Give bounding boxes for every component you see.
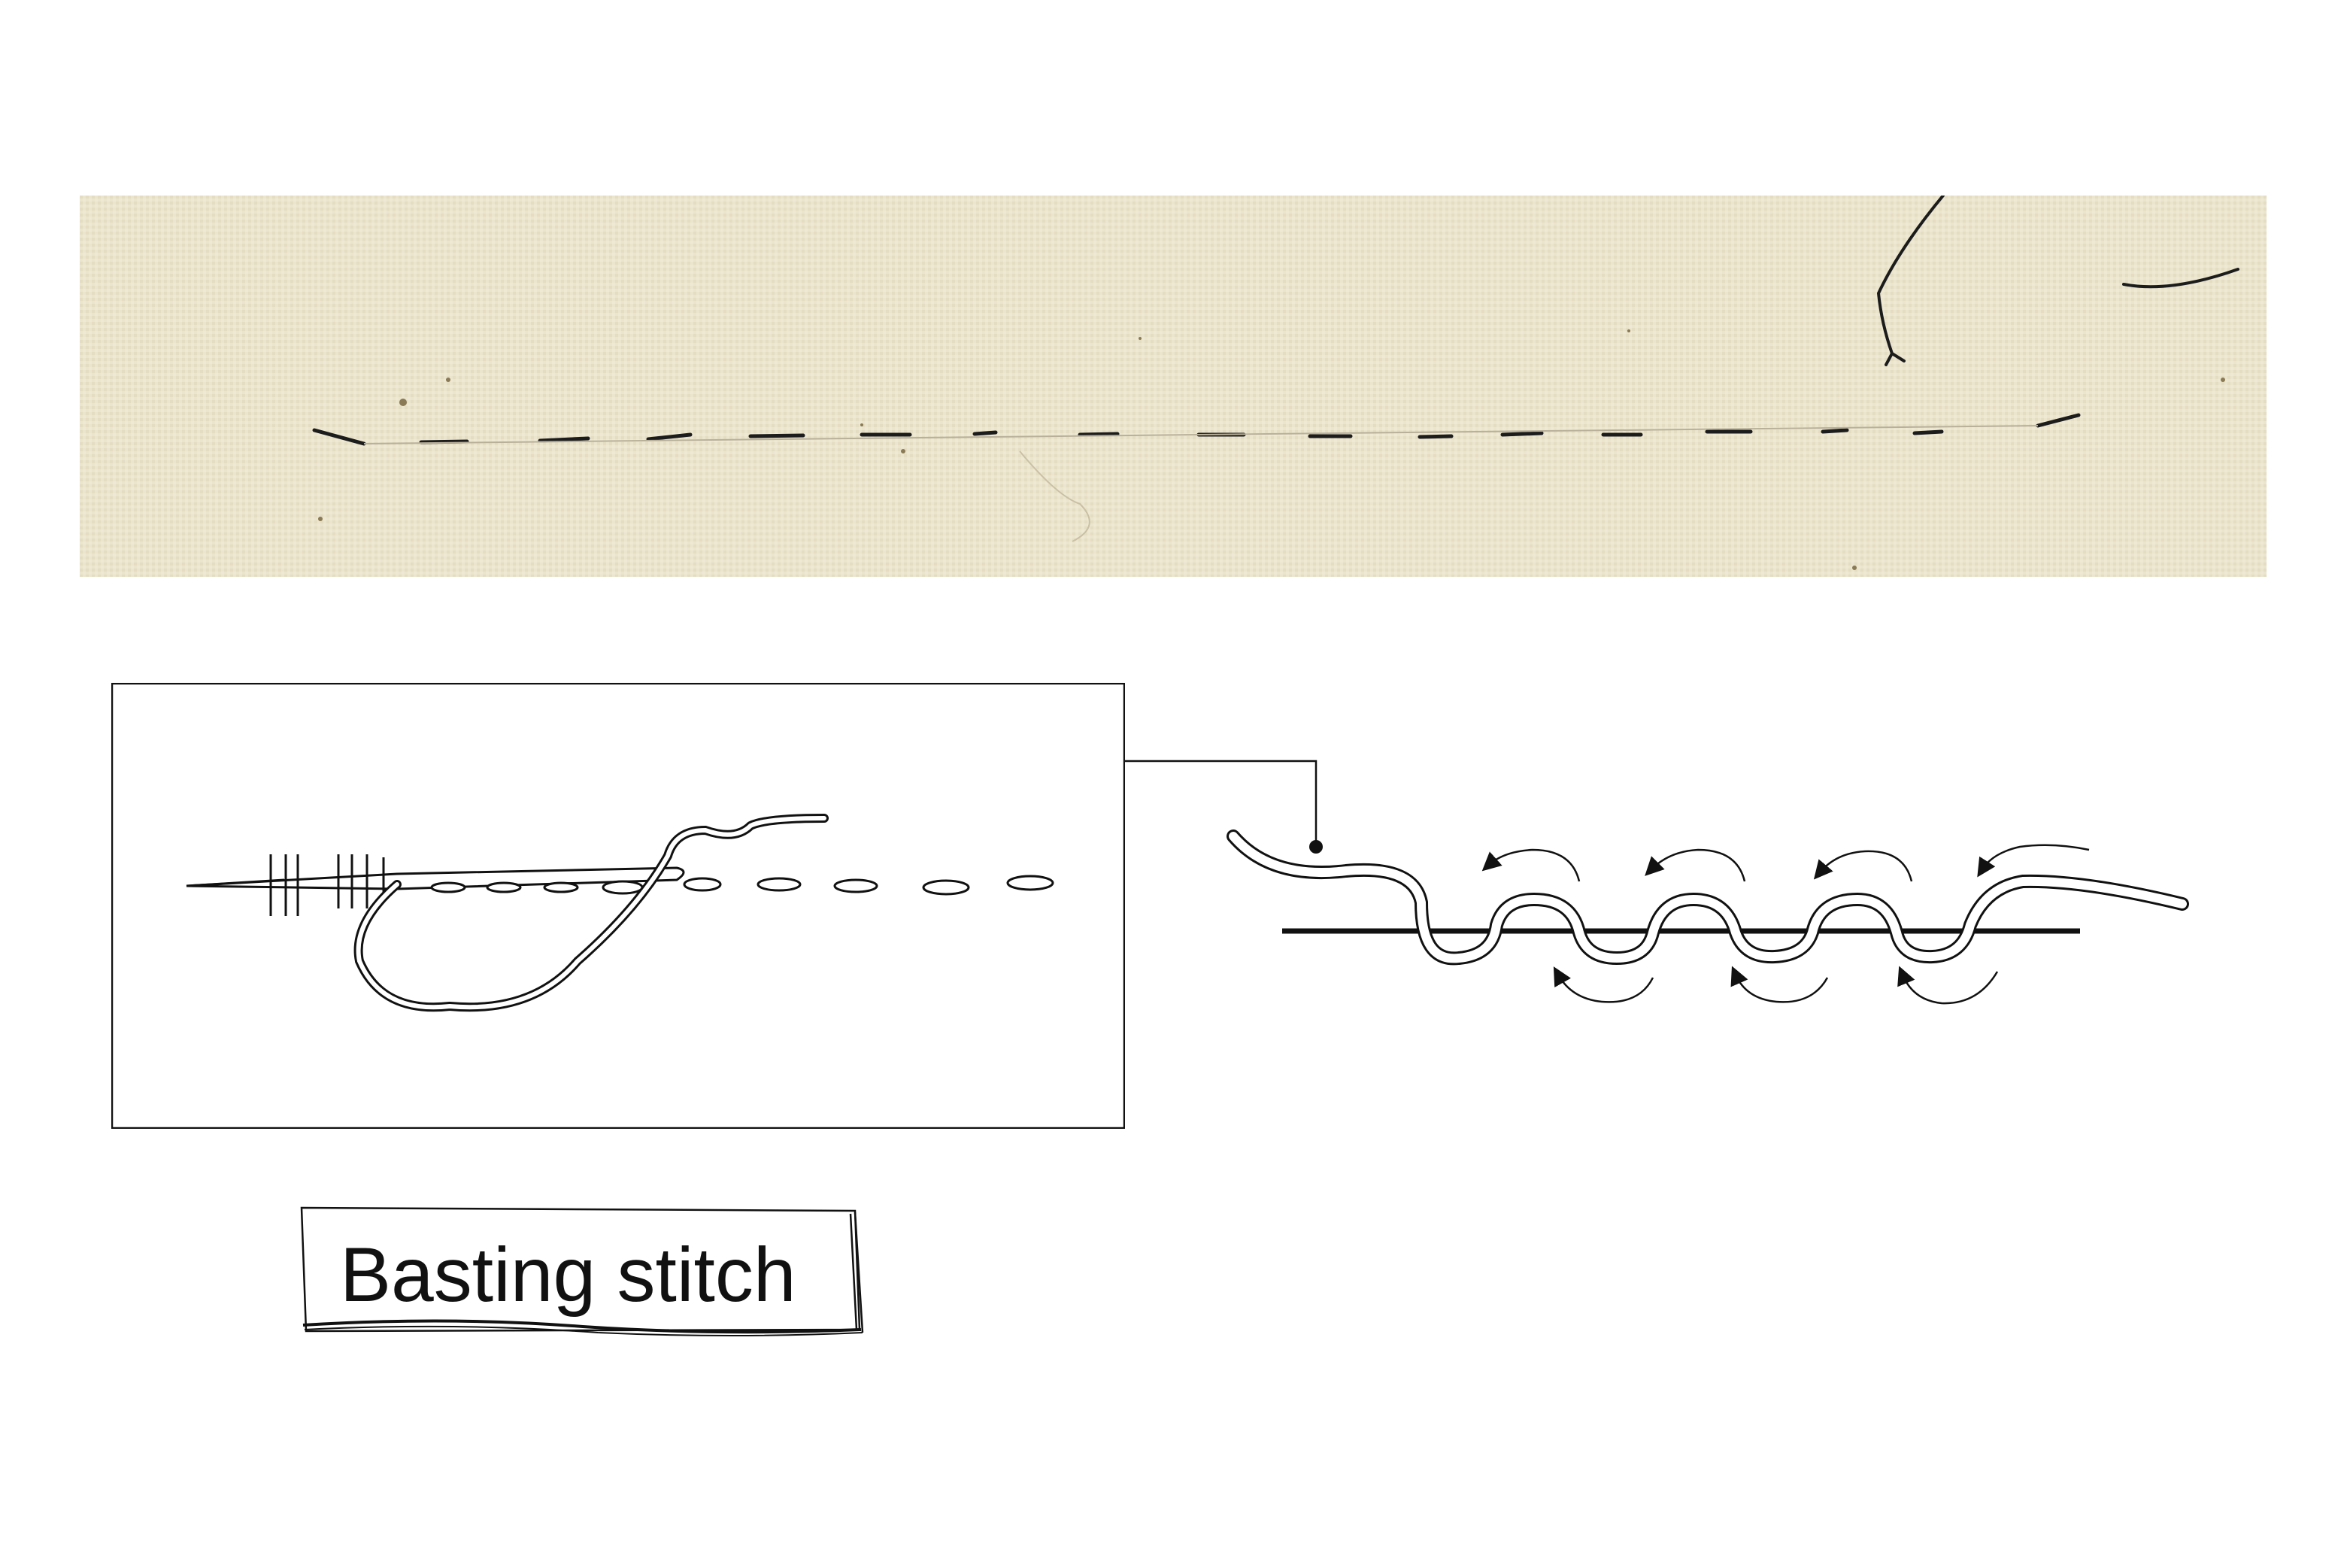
thread-wave [1233,836,2182,958]
curved-arrow-icon-lower [1558,972,1997,1003]
panel-border [112,684,1124,1128]
callout-connector [1125,761,1316,845]
callout-dot [1309,840,1323,854]
needle-illustration-panel [111,683,1125,1129]
fabric-background [80,196,2267,577]
fabric-sample-photo [80,196,2267,577]
stitch-cross-section-diagram [1120,752,2203,1038]
diagram-title-label: Basting stitch [340,1226,851,1324]
curved-arrow-icon [1489,845,2089,881]
